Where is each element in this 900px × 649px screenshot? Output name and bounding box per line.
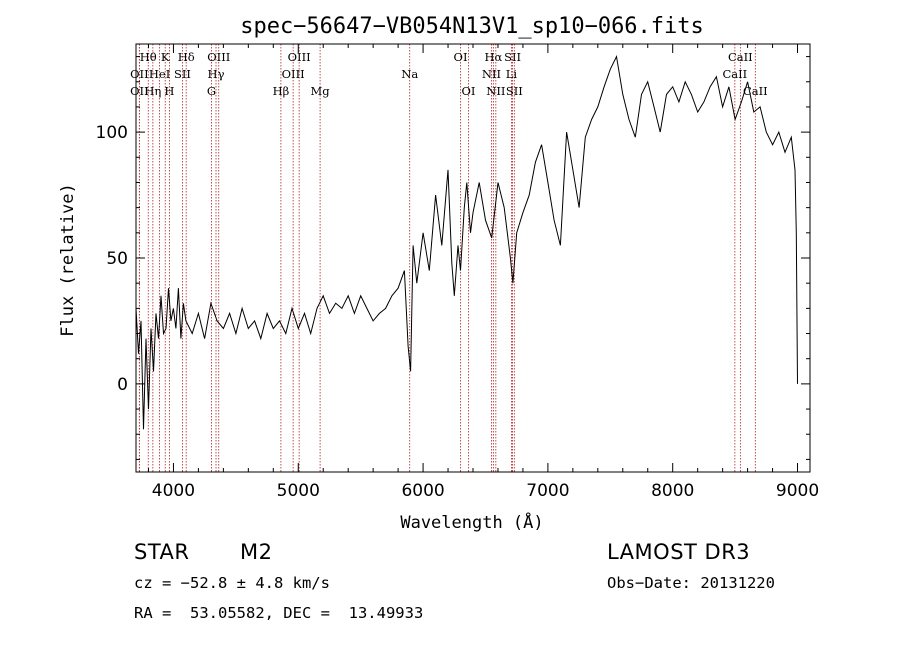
line-label-3: Hη (144, 84, 161, 98)
y-tick-label: 100 (96, 123, 128, 143)
x-tick-label: 9000 (776, 481, 819, 501)
x-tick-label: 5000 (277, 481, 320, 501)
y-tick-label: 50 (106, 249, 128, 269)
line-label-18: OI (462, 84, 476, 98)
line-label-14: OIII (288, 50, 311, 64)
spectral-line-labels: OIIOIIHθHηHeIKHSIIHδGHγOIIIHβOIIIOIIIMgN… (130, 50, 768, 98)
line-label-10: Hγ (208, 67, 225, 81)
object-class: STAR (134, 540, 190, 564)
x-axis-label: Wavelength (Å) (400, 511, 543, 533)
line-label-7: SII (174, 67, 191, 81)
line-label-24: SII (506, 84, 523, 98)
line-label-1: OII (130, 84, 149, 98)
x-tick-label: 7000 (526, 481, 569, 501)
line-label-4: HeI (149, 67, 170, 81)
y-axis-ticks: 0 50 100 (96, 56, 810, 460)
line-label-25: CaII (722, 67, 747, 81)
line-label-19: NII (482, 67, 501, 81)
chart-title: spec−56647−VB054N13V1_sp10−066.fits (240, 14, 704, 39)
line-label-13: OIII (282, 67, 305, 81)
survey-name: LAMOST DR3 (607, 540, 751, 564)
y-tick-label: 0 (117, 375, 128, 395)
object-subclass: M2 (240, 540, 273, 564)
line-label-16: Na (401, 67, 418, 81)
line-label-22: Li (506, 67, 518, 81)
x-tick-label: 4000 (152, 481, 195, 501)
line-label-20: Hα (484, 50, 502, 64)
spectral-line-markers (138, 44, 756, 472)
line-label-17: OI (454, 50, 468, 64)
y-axis-label: Flux (relative) (58, 183, 78, 337)
line-label-6: H (164, 84, 174, 98)
line-label-11: OIII (207, 50, 230, 64)
line-label-15: Mg (311, 84, 331, 98)
line-label-8: Hδ (178, 50, 195, 64)
x-axis-ticks: 4000 5000 6000 7000 8000 9000 (147, 44, 819, 501)
line-label-12: Hβ (273, 84, 290, 98)
velocity-text: cz = −52.8 ± 4.8 km/s (134, 574, 330, 592)
line-label-2: Hθ (140, 50, 157, 64)
coordinates-text: RA = 53.05582, DEC = 13.49933 (134, 604, 424, 622)
line-label-26: CaII (728, 50, 753, 64)
line-label-5: K (161, 50, 170, 64)
line-label-0: OII (130, 67, 149, 81)
line-label-21: NII (486, 84, 505, 98)
x-tick-label: 6000 (401, 481, 444, 501)
obs-date: Obs−Date: 20131220 (607, 574, 775, 592)
plot-frame (135, 43, 811, 473)
line-label-9: G (207, 84, 216, 98)
line-label-23: SII (504, 50, 521, 64)
spectrum-line (135, 54, 798, 430)
x-tick-label: 8000 (651, 481, 694, 501)
